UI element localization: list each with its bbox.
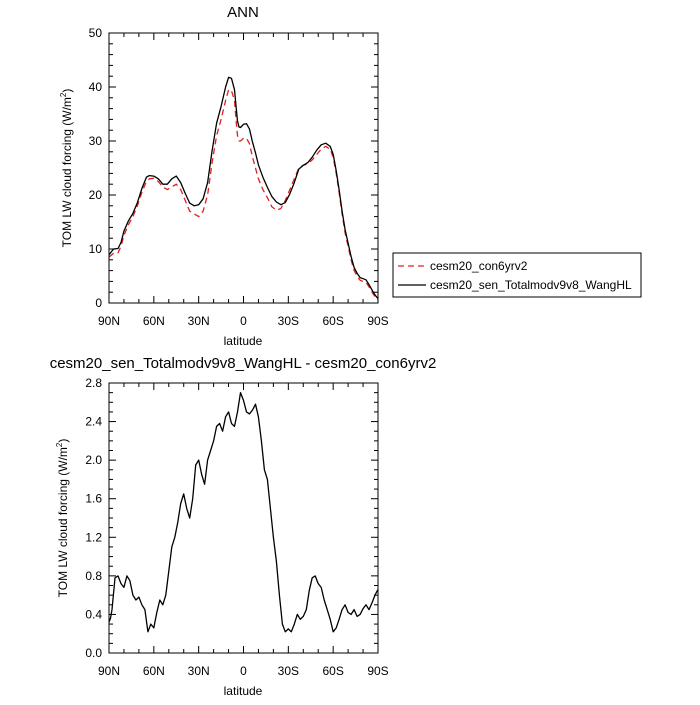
bottom-chart-x-tick-labels: 90N 60N 30N 0 30S 60S 90S <box>98 664 389 678</box>
top-chart-title: ANN <box>227 4 259 21</box>
bottom-chart-title: cesm20_sen_Totalmodv9v8_WangHL - cesm20_… <box>50 355 437 372</box>
bottom-chart-y-tick-label: 1.2 <box>85 530 102 544</box>
top-chart-y-tick-label: 40 <box>89 80 103 94</box>
top-chart-y-axis-label-sup: 2 <box>59 92 68 97</box>
top-chart-x-tick-labels: 90N 60N 30N 0 30S 60S 90S <box>98 314 389 328</box>
top-chart-series <box>108 76 379 301</box>
bottom-chart-series <box>108 391 379 633</box>
bottom-chart-y-axis-label-sup: 2 <box>55 442 64 447</box>
bottom-chart-x-tick-label: 0 <box>240 664 247 678</box>
top-chart-x-tick-label: 60S <box>322 314 343 328</box>
top-chart-x-axis-label: latitude <box>224 334 263 348</box>
top-chart-y-tick-label: 20 <box>89 188 103 202</box>
bottom-chart-x-tick-label: 60S <box>322 664 343 678</box>
top-chart-y-tick-labels: 0 10 20 30 40 50 <box>89 26 103 310</box>
bottom-chart-x-tick-label: 90S <box>367 664 388 678</box>
top-chart-y-tick-label: 0 <box>95 296 102 310</box>
legend-label-series-1: cesm20_con6yrv2 <box>430 259 528 273</box>
top-chart-ticks <box>108 32 379 304</box>
top-chart-series-line-1 <box>108 89 379 301</box>
top-chart-panel: ANN 90N 60N 30N 0 30S 60S 90S 0 10 20 30 40 50 lati… <box>59 4 642 348</box>
top-chart-x-tick-label: 30N <box>188 314 210 328</box>
top-chart-x-tick-label: 30S <box>278 314 299 328</box>
bottom-chart-x-tick-label: 60N <box>143 664 165 678</box>
top-chart-y-tick-label: 50 <box>89 26 103 40</box>
top-chart-x-tick-label: 90N <box>98 314 120 328</box>
bottom-chart-x-axis-label: latitude <box>224 684 263 698</box>
bottom-chart-ticks <box>108 382 379 654</box>
bottom-chart-y-axis-label: TOM LW cloud forcing (W/m2) <box>55 439 70 598</box>
top-chart-y-axis-label: TOM LW cloud forcing (W/m2) <box>59 89 74 248</box>
top-chart-y-axis-label-close: ) <box>60 89 74 93</box>
top-chart-legend: cesm20_con6yrv2 cesm20_sen_Totalmodv9v8_… <box>392 252 642 298</box>
bottom-chart-x-tick-label: 90N <box>98 664 120 678</box>
top-chart-y-tick-label: 30 <box>89 134 103 148</box>
bottom-chart-x-tick-label: 30N <box>188 664 210 678</box>
bottom-chart-x-tick-label: 30S <box>278 664 299 678</box>
bottom-chart-frame <box>108 382 379 654</box>
bottom-chart-y-tick-labels: 0.0 0.4 0.8 1.2 1.6 2.0 2.4 2.8 <box>85 376 102 660</box>
top-chart-y-tick-label: 10 <box>89 242 103 256</box>
top-chart-x-tick-label: 0 <box>240 314 247 328</box>
top-chart-series-line-2 <box>108 76 379 300</box>
bottom-chart-y-tick-label: 1.6 <box>85 492 102 506</box>
legend-label-series-2: cesm20_sen_Totalmodv9v8_WangHL <box>430 278 632 292</box>
top-chart-x-tick-label: 90S <box>367 314 388 328</box>
bottom-chart-series-line-1 <box>108 391 379 633</box>
bottom-chart-y-tick-label: 0.8 <box>85 569 102 583</box>
bottom-chart-y-tick-label: 2.8 <box>85 376 102 390</box>
bottom-chart-y-tick-label: 2.4 <box>85 415 102 429</box>
bottom-chart-y-axis-label-close: ) <box>56 439 70 443</box>
bottom-chart-y-tick-label: 0.4 <box>85 607 102 621</box>
bottom-chart-panel: cesm20_sen_Totalmodv9v8_WangHL - cesm20_… <box>50 355 437 698</box>
top-chart-x-tick-label: 60N <box>143 314 165 328</box>
bottom-chart-y-tick-label: 0.0 <box>85 646 102 660</box>
bottom-chart-y-tick-label: 2.0 <box>85 453 102 467</box>
top-chart-frame <box>108 32 379 304</box>
legend-box <box>392 252 642 298</box>
